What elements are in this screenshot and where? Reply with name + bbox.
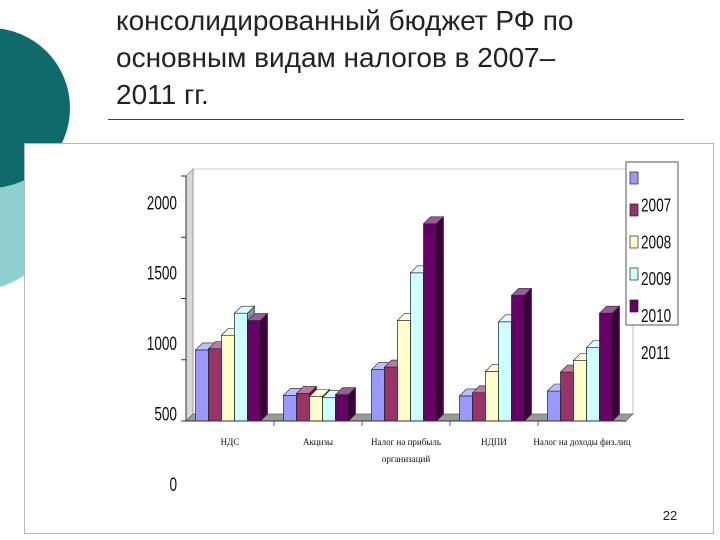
x-tick-label: организаций: [382, 454, 431, 464]
x-tick-label: НДПИ: [481, 437, 507, 447]
legend-label: 2011: [641, 343, 670, 363]
bar: [511, 295, 525, 422]
bar: [397, 320, 411, 422]
y-tick-label: 1000: [147, 333, 177, 355]
bar: [573, 360, 587, 422]
bar: [459, 395, 473, 422]
legend-swatch: [629, 235, 639, 249]
legend-swatch: [629, 203, 639, 217]
legend-label: 2008: [641, 232, 671, 252]
bar: [296, 393, 310, 422]
y-tick-label: 1500: [147, 262, 177, 284]
bar: [322, 397, 336, 422]
x-tick-label: Налог на прибыль: [371, 437, 441, 447]
bar: [384, 366, 398, 422]
legend-swatch: [629, 267, 639, 281]
bar: [371, 369, 385, 422]
bar: [586, 347, 600, 422]
slide-title-line: консолидированный бюджет РФ по: [116, 5, 574, 36]
bar: [195, 349, 209, 422]
x-tick-label: НДС: [221, 437, 240, 447]
bar: [309, 396, 323, 422]
y-tick-label: 500: [154, 403, 177, 425]
x-tick-label: Налог на доходы физ.лиц: [533, 437, 630, 447]
bar: [599, 312, 613, 422]
bar: [208, 348, 222, 422]
bar: [472, 392, 486, 422]
legend-swatch: [629, 171, 639, 185]
legend-label: 2007: [641, 196, 671, 216]
bar-side: [612, 305, 620, 422]
legend-label: 2010: [641, 306, 671, 326]
bar: [283, 394, 297, 422]
bar: [560, 371, 574, 422]
y-tick-label: 2000: [147, 192, 177, 214]
bar: [485, 371, 499, 422]
slide-number: 22: [662, 508, 678, 523]
bar: [234, 312, 248, 422]
title-divider: [108, 119, 684, 120]
bar: [221, 334, 235, 422]
bar-side: [524, 287, 532, 422]
chart-side-wall: [185, 168, 194, 422]
y-tick-label: 0: [169, 474, 177, 496]
legend-swatch: [629, 299, 639, 313]
bar: [423, 223, 437, 422]
slide-title: консолидированный бюджет РФ по основным …: [116, 2, 706, 113]
bar: [247, 320, 261, 422]
x-tick-label: Акцизы: [303, 437, 333, 447]
slide-title-line: основным видам налогов в 2007–: [116, 42, 556, 73]
bar-side: [348, 386, 356, 422]
bar: [498, 321, 512, 422]
bar-side: [436, 216, 444, 422]
bar: [410, 272, 424, 422]
bar: [335, 394, 349, 422]
slide-title-line: 2011 гг.: [116, 79, 209, 110]
bar: [547, 390, 561, 422]
bar-side: [260, 312, 268, 422]
legend-label: 2009: [641, 269, 671, 289]
